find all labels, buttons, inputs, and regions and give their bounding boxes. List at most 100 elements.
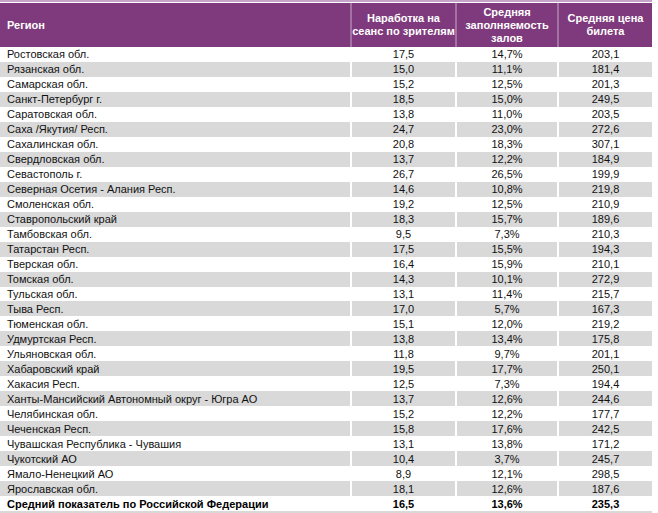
table-row: Тамбовская обл. 9,5 7,3% 210,3	[0, 227, 652, 242]
cell-price: 201,1	[557, 346, 652, 361]
cell-region: Чувашская Республика - Чувашия	[0, 436, 350, 451]
cell-region: Ханты-Мансийский Автономный округ - Югра…	[0, 391, 350, 406]
cell-region: Чеченская Респ.	[0, 421, 350, 436]
cell-occupancy: 10,8%	[455, 182, 557, 197]
cell-price: 210,9	[557, 197, 652, 212]
cell-per-session: 13,7	[350, 391, 455, 406]
table-row: Северная Осетия - Алания Респ. 14,6 10,8…	[0, 182, 652, 197]
table-row: Ярославская обл. 18,1 12,6% 187,6	[0, 481, 652, 496]
cell-per-session: 26,7	[350, 167, 455, 182]
cell-price: 187,6	[557, 481, 652, 496]
cell-occupancy: 15,5%	[455, 242, 557, 257]
cell-region: Тверская обл.	[0, 257, 350, 272]
table-row: Тверская обл. 16,4 15,9% 210,1	[0, 257, 652, 272]
cell-per-session: 17,0	[350, 301, 455, 316]
cell-per-session: 8,9	[350, 466, 455, 481]
cell-region: Томская обл.	[0, 272, 350, 287]
cell-occupancy: 17,7%	[455, 361, 557, 376]
cell-per-session: 13,7	[350, 152, 455, 167]
cell-price: 242,5	[557, 421, 652, 436]
cell-region: Ставропольский край	[0, 212, 350, 227]
table-row: Саратовская обл. 13,8 11,0% 203,5	[0, 107, 652, 122]
cell-occupancy: 18,3%	[455, 137, 557, 152]
cell-per-session: 15,0	[350, 62, 455, 77]
cell-region: Сахалинская обл.	[0, 137, 350, 152]
cell-price: 201,3	[557, 77, 652, 92]
cell-price: 210,1	[557, 257, 652, 272]
cell-occupancy: 23,0%	[455, 122, 557, 137]
column-header-avg-ticket-price: Средняя цена билета	[557, 3, 652, 47]
cell-price: 194,4	[557, 376, 652, 391]
cell-price: 184,9	[557, 152, 652, 167]
column-header-per-session-viewers: Наработка на сеанс по зрителям	[350, 3, 455, 47]
cell-occupancy: 12,6%	[455, 391, 557, 406]
cell-price: 298,5	[557, 466, 652, 481]
cell-region: Смоленская обл.	[0, 197, 350, 212]
cell-per-session: 18,5	[350, 92, 455, 107]
cell-price: 272,9	[557, 272, 652, 287]
table-row: Татарстан Респ. 17,5 15,5% 194,3	[0, 242, 652, 257]
cell-occupancy: 14,7%	[455, 47, 557, 62]
cell-occupancy: 17,6%	[455, 421, 557, 436]
cell-occupancy: 7,3%	[455, 376, 557, 391]
column-header-hall-occupancy: Средняя заполняемость залов	[455, 3, 557, 47]
table-body: Ростовская обл. 17,5 14,7% 203,1 Рязанск…	[0, 47, 652, 513]
cell-price: 175,8	[557, 331, 652, 346]
table-row: Ставропольский край 18,3 15,7% 189,6	[0, 212, 652, 227]
cell-price: 219,8	[557, 182, 652, 197]
cell-per-session: 18,1	[350, 481, 455, 496]
cell-price: 177,7	[557, 406, 652, 421]
cell-region: Саратовская обл.	[0, 107, 350, 122]
table-total-row: Средний показатель по Российской Федерац…	[0, 496, 652, 511]
cell-occupancy: 12,2%	[455, 152, 557, 167]
cell-region: Севастополь г.	[0, 167, 350, 182]
table-row: Самарская обл. 15,2 12,5% 201,3	[0, 77, 652, 92]
cell-region: Северная Осетия - Алания Респ.	[0, 182, 350, 197]
cell-occupancy: 13,8%	[455, 436, 557, 451]
cell-price: 307,1	[557, 137, 652, 152]
table-row: Удмуртская Респ. 13,8 13,4% 175,8	[0, 331, 652, 346]
cell-per-session: 13,1	[350, 287, 455, 302]
cell-region: Тульская обл.	[0, 287, 350, 302]
cell-occupancy: 12,1%	[455, 466, 557, 481]
cell-per-session: 10,4	[350, 451, 455, 466]
cell-region: Средний показатель по Российской Федерац…	[0, 496, 350, 511]
cell-occupancy: 5,7%	[455, 301, 557, 316]
cell-per-session: 15,8	[350, 421, 455, 436]
cell-region: Ростовская обл.	[0, 47, 350, 62]
table-row: Хакасия Респ. 12,5 7,3% 194,4	[0, 376, 652, 391]
cell-region: Ярославская обл.	[0, 481, 350, 496]
table-row: Саха /Якутия/ Респ. 24,7 23,0% 272,6	[0, 122, 652, 137]
cell-region: Ульяновская обл.	[0, 346, 350, 361]
cell-per-session: 15,2	[350, 406, 455, 421]
cell-region: Тыва Респ.	[0, 301, 350, 316]
table-row: Тыва Респ. 17,0 5,7% 167,3	[0, 301, 652, 316]
cell-price: 219,2	[557, 316, 652, 331]
cell-per-session: 9,5	[350, 227, 455, 242]
cell-price: 171,2	[557, 436, 652, 451]
cell-price: 189,6	[557, 212, 652, 227]
cell-occupancy: 26,5%	[455, 167, 557, 182]
column-header-region: Регион	[0, 3, 350, 47]
table-row: Свердловская обл. 13,7 12,2% 184,9	[0, 152, 652, 167]
cell-occupancy: 15,0%	[455, 92, 557, 107]
cell-region: Чукотский АО	[0, 451, 350, 466]
cell-region: Самарская обл.	[0, 77, 350, 92]
cell-occupancy: 7,3%	[455, 227, 557, 242]
table-row: Ульяновская обл. 11,8 9,7% 201,1	[0, 346, 652, 361]
table-row: Томская обл. 14,3 10,1% 272,9	[0, 272, 652, 287]
table-row: Ростовская обл. 17,5 14,7% 203,1	[0, 47, 652, 62]
table-row: Тульская обл. 13,1 11,4% 215,7	[0, 287, 652, 302]
cell-occupancy: 11,1%	[455, 62, 557, 77]
cell-price: 244,6	[557, 391, 652, 406]
cell-per-session: 17,5	[350, 242, 455, 257]
table-row: Севастополь г. 26,7 26,5% 199,9	[0, 167, 652, 182]
cell-price: 215,7	[557, 287, 652, 302]
cell-occupancy: 13,6%	[455, 496, 557, 511]
cell-occupancy: 9,7%	[455, 346, 557, 361]
cell-per-session: 15,2	[350, 77, 455, 92]
cell-per-session: 19,5	[350, 361, 455, 376]
table-row: Санкт-Петербург г. 18,5 15,0% 249,5	[0, 92, 652, 107]
cell-price: 272,6	[557, 122, 652, 137]
cell-occupancy: 12,0%	[455, 316, 557, 331]
